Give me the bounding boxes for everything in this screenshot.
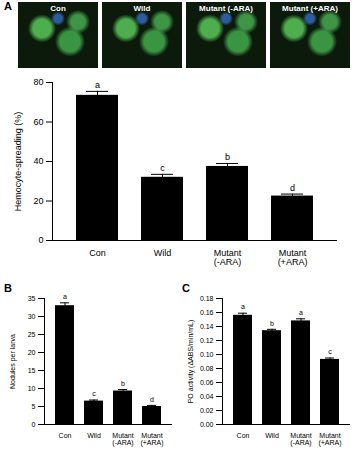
svg-text:a: a: [299, 309, 303, 316]
svg-text:10: 10: [28, 385, 36, 392]
svg-text:Nodules per larva: Nodules per larva: [9, 334, 17, 389]
svg-text:a: a: [63, 293, 67, 300]
svg-text:Mutant(-ARA): Mutant(-ARA): [214, 248, 242, 267]
svg-text:0.16: 0.16: [200, 309, 214, 316]
svg-text:PO activity (ΔABS/min/mL): PO activity (ΔABS/min/mL): [187, 320, 195, 404]
svg-text:0.02: 0.02: [200, 407, 214, 414]
svg-text:0.04: 0.04: [200, 393, 214, 400]
svg-text:Wild: Wild: [154, 248, 172, 258]
svg-text:d: d: [150, 396, 154, 403]
html-text:Mutant (+ARA): Mutant (+ARA): [282, 4, 338, 13]
svg-text:0: 0: [38, 235, 43, 245]
html-text:B: B: [4, 282, 12, 294]
svg-text:c: c: [160, 163, 165, 173]
svg-text:d: d: [290, 183, 295, 193]
svg-text:5: 5: [32, 403, 36, 410]
svg-text:c: c: [92, 390, 96, 397]
html-text:A: A: [4, 0, 12, 12]
svg-text:Con: Con: [237, 432, 250, 439]
svg-text:35: 35: [28, 295, 36, 302]
html-text:C: C: [182, 282, 190, 294]
svg-text:0.10: 0.10: [200, 351, 214, 358]
svg-text:Wild: Wild: [87, 432, 101, 439]
html-text:Mutant (-ARA): Mutant (-ARA): [199, 4, 253, 13]
svg-text:Mutant(+ARA): Mutant(+ARA): [140, 432, 163, 447]
svg-text:Mutant(+ARA): Mutant(+ARA): [278, 248, 308, 267]
svg-text:Con: Con: [89, 248, 106, 258]
svg-text:b: b: [270, 320, 274, 327]
svg-text:Con: Con: [59, 432, 72, 439]
svg-text:Mutant(-ARA): Mutant(-ARA): [290, 432, 311, 447]
svg-text:30: 30: [28, 313, 36, 320]
svg-text:60: 60: [33, 117, 43, 127]
svg-text:Hemocyte-spreading (%): Hemocyte-spreading (%): [13, 112, 23, 212]
svg-text:c: c: [328, 348, 332, 355]
html-text:Con: Con: [50, 4, 66, 13]
svg-text:20: 20: [33, 196, 43, 206]
svg-text:0.06: 0.06: [200, 379, 214, 386]
svg-text:80: 80: [33, 77, 43, 87]
svg-text:Mutant(-ARA): Mutant(-ARA): [112, 432, 133, 447]
svg-text:0.18: 0.18: [200, 295, 214, 302]
svg-text:40: 40: [33, 156, 43, 166]
svg-text:25: 25: [28, 331, 36, 338]
svg-text:Mutant(+ARA): Mutant(+ARA): [318, 432, 341, 447]
svg-text:0: 0: [32, 421, 36, 428]
svg-text:0.12: 0.12: [200, 337, 214, 344]
svg-text:0.08: 0.08: [200, 365, 214, 372]
svg-text:a: a: [241, 303, 245, 310]
html-text:Wild: Wild: [133, 4, 151, 13]
svg-text:0.00: 0.00: [200, 421, 214, 428]
svg-text:15: 15: [28, 367, 36, 374]
svg-text:20: 20: [28, 349, 36, 356]
svg-text:a: a: [95, 80, 100, 90]
svg-text:Wild: Wild: [265, 432, 279, 439]
svg-text:0.14: 0.14: [200, 323, 214, 330]
svg-text:b: b: [225, 152, 230, 162]
svg-text:b: b: [121, 380, 125, 387]
